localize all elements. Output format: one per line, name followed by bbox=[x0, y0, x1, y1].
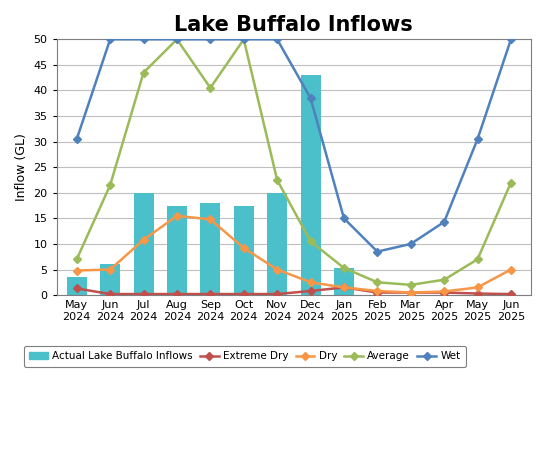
Extreme Dry bbox=[274, 291, 281, 297]
Wet bbox=[407, 241, 414, 247]
Dry bbox=[107, 267, 114, 272]
Wet bbox=[441, 219, 447, 224]
Line: Wet: Wet bbox=[74, 36, 514, 255]
Average bbox=[374, 280, 381, 285]
Extreme Dry bbox=[407, 290, 414, 295]
Wet bbox=[240, 37, 247, 42]
Legend: Actual Lake Buffalo Inflows, Extreme Dry, Dry, Average, Wet: Actual Lake Buffalo Inflows, Extreme Dry… bbox=[24, 346, 466, 366]
Dry bbox=[207, 217, 213, 222]
Average bbox=[508, 180, 514, 185]
Dry bbox=[274, 267, 281, 272]
Dry bbox=[341, 285, 347, 290]
Wet bbox=[207, 37, 213, 42]
Dry bbox=[74, 268, 80, 273]
Extreme Dry bbox=[341, 285, 347, 290]
Dry bbox=[140, 237, 147, 242]
Extreme Dry bbox=[240, 291, 247, 297]
Average bbox=[441, 277, 447, 282]
Bar bbox=[334, 268, 354, 295]
Y-axis label: Inflow (GL): Inflow (GL) bbox=[15, 133, 28, 201]
Dry bbox=[474, 285, 481, 290]
Dry bbox=[441, 289, 447, 294]
Bar bbox=[267, 193, 287, 295]
Wet bbox=[74, 136, 80, 142]
Bar bbox=[67, 277, 87, 295]
Dry bbox=[307, 280, 314, 285]
Wet bbox=[508, 37, 514, 42]
Average bbox=[274, 177, 281, 183]
Average bbox=[407, 282, 414, 287]
Extreme Dry bbox=[140, 291, 147, 297]
Wet bbox=[341, 216, 347, 221]
Average bbox=[140, 70, 147, 75]
Wet bbox=[140, 37, 147, 42]
Extreme Dry bbox=[307, 288, 314, 294]
Extreme Dry bbox=[174, 291, 180, 297]
Average bbox=[341, 265, 347, 271]
Wet bbox=[107, 37, 114, 42]
Extreme Dry bbox=[374, 290, 381, 295]
Dry bbox=[240, 245, 247, 251]
Average bbox=[74, 256, 80, 262]
Extreme Dry bbox=[207, 291, 213, 297]
Extreme Dry bbox=[441, 290, 447, 295]
Bar bbox=[200, 203, 221, 295]
Average bbox=[107, 182, 114, 188]
Wet bbox=[174, 37, 180, 42]
Extreme Dry bbox=[107, 291, 114, 297]
Average bbox=[207, 85, 213, 91]
Wet bbox=[274, 37, 281, 42]
Average bbox=[474, 256, 481, 262]
Wet bbox=[307, 96, 314, 101]
Line: Average: Average bbox=[74, 36, 514, 288]
Average bbox=[240, 37, 247, 42]
Average bbox=[174, 37, 180, 42]
Extreme Dry bbox=[74, 286, 80, 291]
Line: Dry: Dry bbox=[74, 213, 514, 295]
Wet bbox=[374, 249, 381, 254]
Bar bbox=[234, 206, 254, 295]
Dry bbox=[174, 213, 180, 219]
Extreme Dry bbox=[474, 291, 481, 296]
Extreme Dry bbox=[508, 291, 514, 297]
Bar bbox=[100, 264, 120, 295]
Wet bbox=[474, 136, 481, 142]
Bar bbox=[167, 206, 187, 295]
Bar bbox=[300, 75, 321, 295]
Title: Lake Buffalo Inflows: Lake Buffalo Inflows bbox=[175, 15, 413, 35]
Average bbox=[307, 239, 314, 244]
Dry bbox=[508, 267, 514, 272]
Dry bbox=[374, 288, 381, 294]
Line: Extreme Dry: Extreme Dry bbox=[74, 284, 514, 297]
Bar bbox=[134, 193, 153, 295]
Dry bbox=[407, 290, 414, 295]
